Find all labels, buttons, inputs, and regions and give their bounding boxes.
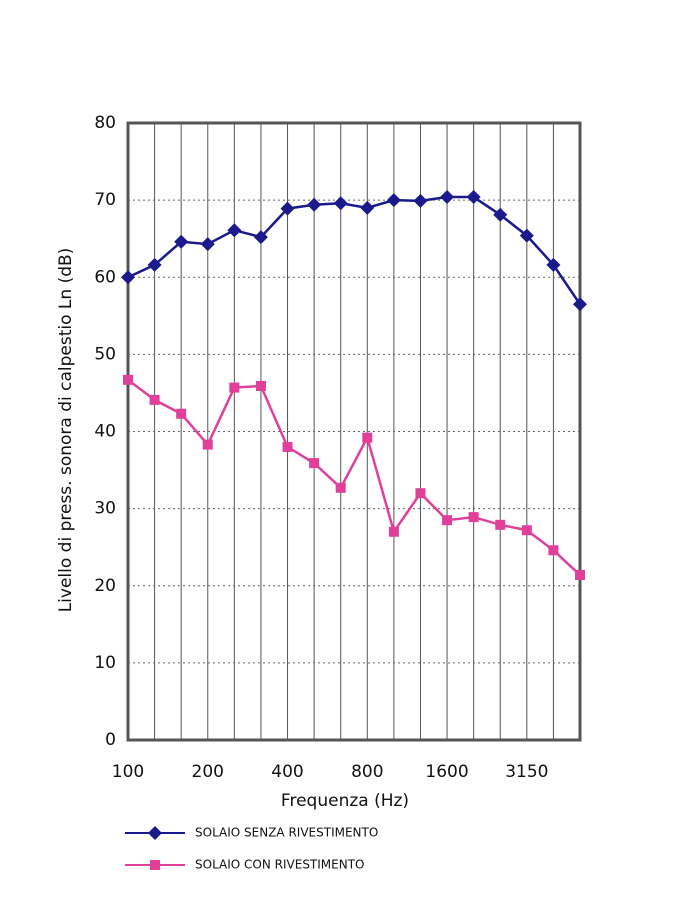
marker <box>362 432 373 443</box>
series-line <box>127 195 582 305</box>
marker <box>280 201 295 216</box>
marker <box>413 193 428 208</box>
marker <box>386 193 401 208</box>
marker <box>546 257 561 272</box>
x-axis-label: Frequenza (Hz) <box>281 791 409 811</box>
marker <box>307 197 322 212</box>
marker <box>360 200 375 215</box>
marker <box>468 512 479 523</box>
y-tick-label: 70 <box>94 190 116 210</box>
marker <box>253 230 268 245</box>
marker <box>442 515 453 526</box>
marker <box>335 482 346 493</box>
x-tick-label: 100 <box>112 762 144 782</box>
marker <box>200 237 215 252</box>
marker <box>282 441 293 452</box>
y-tick-label: 20 <box>94 576 116 596</box>
x-tick-label: 400 <box>271 762 303 782</box>
marker <box>174 234 189 249</box>
y-tick-label: 30 <box>94 499 116 519</box>
marker <box>466 190 481 205</box>
marker <box>548 545 559 556</box>
marker <box>255 380 266 391</box>
marker <box>147 257 162 272</box>
series-line <box>127 378 581 576</box>
marker <box>309 458 320 469</box>
y-tick-label: 10 <box>94 653 116 673</box>
marker <box>229 382 240 393</box>
marker <box>388 526 399 537</box>
marker <box>519 228 534 243</box>
y-tick-label: 80 <box>94 113 116 133</box>
legend-marker <box>148 826 162 840</box>
legend-marker <box>150 860 160 870</box>
marker <box>495 519 506 530</box>
marker <box>333 196 348 211</box>
marker <box>176 408 187 419</box>
marker <box>493 207 508 222</box>
x-tick-label: 200 <box>192 762 224 782</box>
marker <box>121 270 135 285</box>
plot-frame <box>126 121 582 742</box>
marker <box>521 525 532 536</box>
y-tick-label: 50 <box>94 344 116 364</box>
legend-label: SOLAIO SENZA RIVESTIMENTO <box>195 826 378 840</box>
y-axis-label: Livello di press. sonora di calpestio Ln… <box>56 248 76 613</box>
y-tick-label: 0 <box>105 730 116 750</box>
marker <box>575 569 585 580</box>
marker <box>573 297 587 312</box>
x-tick-label: 800 <box>351 762 383 782</box>
marker <box>415 488 426 499</box>
y-tick-label: 60 <box>94 267 116 287</box>
y-tick-label: 40 <box>94 422 116 442</box>
x-tick-label: 1600 <box>425 762 468 782</box>
marker <box>440 190 455 205</box>
marker <box>227 223 242 238</box>
marker <box>202 439 213 450</box>
marker <box>149 394 160 405</box>
x-tick-label: 3150 <box>505 762 548 782</box>
marker <box>123 374 133 385</box>
legend-label: SOLAIO CON RIVESTIMENTO <box>195 858 365 872</box>
